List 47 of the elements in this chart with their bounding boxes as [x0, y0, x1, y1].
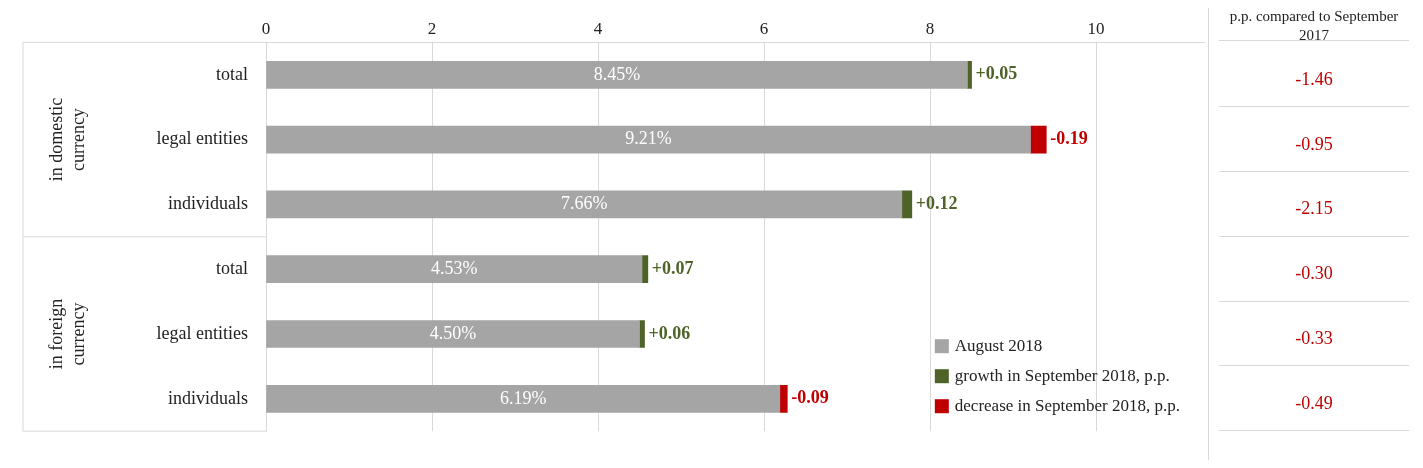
data-label: -0.19 [1050, 128, 1088, 149]
data-label: -0.09 [791, 387, 829, 408]
text: -0.95 [1219, 107, 1409, 172]
bar [779, 384, 788, 413]
text: -1.46 [1219, 42, 1409, 108]
data-label: 9.21% [625, 128, 672, 149]
legend-label: August 2018 [954, 335, 1043, 355]
x-tick-label: 4 [593, 18, 603, 38]
y-tick-label: legal entities [156, 322, 248, 343]
data-label: 6.19% [499, 387, 547, 408]
y-tick-label: individuals [168, 193, 248, 214]
data-label: 8.45% [593, 63, 641, 84]
bar [266, 384, 781, 413]
text: in domestic currency [45, 97, 88, 182]
data-label: 7.66% [560, 193, 608, 214]
y-tick-label: total [216, 63, 248, 84]
x-tick-label: 0 [261, 18, 271, 38]
bar [639, 320, 645, 348]
bar [901, 190, 913, 219]
legend-label: decrease in September 2018, p.p. [954, 395, 1181, 415]
text: -2.15 [1219, 172, 1409, 237]
data-label: +0.07 [651, 257, 694, 278]
data-label: +0.05 [975, 63, 1018, 84]
y-tick-label: total [216, 257, 248, 278]
bar [266, 125, 1031, 154]
y-tick-label: legal entities [156, 128, 248, 149]
bar [266, 255, 643, 284]
bar [266, 190, 903, 219]
data-label: +0.06 [648, 322, 691, 343]
bar [266, 60, 968, 89]
y-tick-label: individuals [168, 387, 248, 408]
text: -0.33 [1219, 301, 1409, 367]
data-label: 4.50% [429, 322, 477, 343]
x-tick-label: 8 [925, 18, 935, 38]
text: -0.30 [1219, 236, 1409, 302]
text: -0.49 [1219, 366, 1409, 432]
bar [641, 255, 649, 284]
x-tick-label: 2 [427, 18, 437, 38]
x-tick-label: 10 [1087, 18, 1105, 38]
legend-label: growth in September 2018, p.p. [954, 365, 1170, 385]
text: p.p. compared to September 2017 [1228, 8, 1400, 44]
data-label: 4.53% [431, 257, 478, 278]
data-label: +0.12 [915, 193, 958, 214]
x-tick-label: 6 [759, 18, 769, 38]
text: in foreign currency [45, 298, 88, 370]
bar [1030, 125, 1047, 154]
bar [266, 320, 640, 348]
